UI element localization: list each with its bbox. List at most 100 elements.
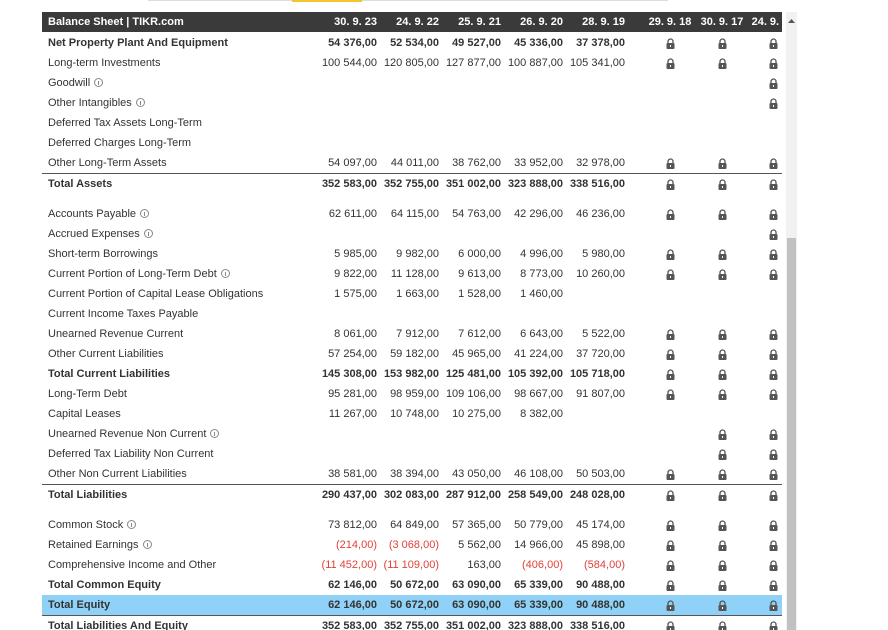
lock-icon[interactable] — [666, 38, 675, 52]
value-cell: 57 365,00 — [452, 519, 501, 531]
lock-icon[interactable] — [769, 540, 778, 554]
lock-icon[interactable] — [718, 349, 727, 363]
lock-icon[interactable] — [718, 469, 727, 483]
lock-icon[interactable] — [769, 179, 778, 193]
lock-icon[interactable] — [718, 490, 727, 504]
lock-icon[interactable] — [666, 179, 675, 193]
value-cell: 7 912,00 — [396, 328, 439, 340]
lock-icon[interactable] — [769, 269, 778, 283]
value-cell: 98 959,00 — [390, 388, 439, 400]
lock-icon[interactable] — [769, 600, 778, 614]
value-cell: 57 254,00 — [328, 348, 377, 360]
scrollbar-thumb[interactable] — [787, 238, 796, 630]
lock-icon[interactable] — [769, 209, 778, 223]
lock-icon[interactable] — [666, 209, 675, 223]
info-icon[interactable] — [140, 209, 150, 218]
lock-icon[interactable] — [718, 520, 727, 534]
value-cell: 10 275,00 — [452, 408, 501, 420]
lock-icon[interactable] — [718, 580, 727, 594]
info-icon[interactable] — [142, 540, 152, 549]
lock-icon[interactable] — [718, 38, 727, 52]
info-icon[interactable] — [135, 98, 145, 107]
lock-icon[interactable] — [769, 329, 778, 343]
value-cell: 65 339,00 — [514, 579, 563, 591]
lock-icon[interactable] — [769, 158, 778, 172]
lock-icon[interactable] — [769, 560, 778, 574]
table-row: Total Assets 352 583,00 352 755,00 351 002,… — [42, 173, 782, 193]
lock-icon[interactable] — [769, 580, 778, 594]
value-cell: 52 534,00 — [390, 37, 439, 49]
lock-icon[interactable] — [666, 158, 675, 172]
lock-icon[interactable] — [666, 540, 675, 554]
lock-icon[interactable] — [666, 490, 675, 504]
info-icon[interactable] — [220, 269, 230, 278]
scrollbar-track[interactable] — [786, 12, 797, 630]
table-row: Accounts Payable 62 611,00 64 115,00 54 763… — [42, 204, 782, 224]
info-icon[interactable] — [210, 429, 220, 438]
lock-icon[interactable] — [769, 429, 778, 443]
lock-icon[interactable] — [769, 621, 778, 630]
lock-icon[interactable] — [769, 490, 778, 504]
table-row: Net Property Plant And Equipment 54 376,0… — [42, 33, 782, 53]
scroll-up-arrow[interactable] — [786, 16, 797, 26]
info-icon[interactable] — [94, 78, 104, 87]
lock-icon[interactable] — [666, 58, 675, 72]
lock-icon[interactable] — [718, 269, 727, 283]
value-cell: 50 672,00 — [390, 599, 439, 611]
lock-icon[interactable] — [666, 560, 675, 574]
lock-icon[interactable] — [718, 158, 727, 172]
lock-icon[interactable] — [666, 600, 675, 614]
lock-icon[interactable] — [718, 621, 727, 630]
lock-icon[interactable] — [769, 78, 778, 92]
table-header: Balance Sheet | TIKR.com 30. 9. 23 24. 9.… — [42, 12, 794, 32]
lock-icon[interactable] — [718, 209, 727, 223]
lock-icon[interactable] — [666, 329, 675, 343]
lock-icon[interactable] — [666, 369, 675, 383]
lock-icon[interactable] — [666, 269, 675, 283]
lock-icon[interactable] — [769, 389, 778, 403]
info-icon[interactable] — [127, 520, 137, 529]
lock-icon[interactable] — [666, 580, 675, 594]
lock-icon[interactable] — [718, 369, 727, 383]
lock-icon[interactable] — [666, 469, 675, 483]
info-icon[interactable] — [143, 229, 153, 238]
row-label-text: Short-term Borrowings — [48, 248, 159, 260]
lock-icon[interactable] — [769, 469, 778, 483]
lock-icon[interactable] — [769, 349, 778, 363]
row-label: Current Income Taxes Payable — [48, 304, 198, 324]
row-label: Accounts Payable — [48, 204, 150, 224]
lock-icon[interactable] — [718, 329, 727, 343]
value-cell: 64 115,00 — [390, 208, 439, 220]
row-label: Capital Leases — [48, 404, 121, 424]
lock-icon[interactable] — [666, 349, 675, 363]
lock-icon[interactable] — [769, 369, 778, 383]
lock-icon[interactable] — [769, 98, 778, 112]
value-cell: 41 224,00 — [514, 348, 563, 360]
lock-icon[interactable] — [718, 179, 727, 193]
value-cell: 109 106,00 — [445, 388, 501, 400]
lock-icon[interactable] — [718, 58, 727, 72]
table-row: Total Current Liabilities 145 308,00 153 9… — [42, 364, 782, 384]
column-header: 30. 9. 17 — [700, 16, 744, 28]
lock-icon[interactable] — [718, 389, 727, 403]
lock-icon[interactable] — [769, 229, 778, 243]
value-cell: 1 528,00 — [458, 288, 501, 300]
lock-icon[interactable] — [666, 389, 675, 403]
value-cell: 5 562,00 — [458, 539, 501, 551]
lock-icon[interactable] — [718, 540, 727, 554]
lock-icon[interactable] — [666, 520, 675, 534]
lock-icon[interactable] — [769, 38, 778, 52]
lock-icon[interactable] — [718, 429, 727, 443]
lock-icon[interactable] — [769, 58, 778, 72]
lock-icon[interactable] — [769, 449, 778, 463]
value-cell: 105 718,00 — [569, 368, 625, 380]
row-label-text: Long-term Investments — [48, 57, 161, 69]
lock-icon[interactable] — [718, 449, 727, 463]
lock-icon[interactable] — [666, 621, 675, 630]
lock-icon[interactable] — [718, 560, 727, 574]
lock-icon[interactable] — [769, 520, 778, 534]
lock-icon[interactable] — [666, 249, 675, 263]
lock-icon[interactable] — [718, 600, 727, 614]
lock-icon[interactable] — [769, 249, 778, 263]
lock-icon[interactable] — [718, 249, 727, 263]
